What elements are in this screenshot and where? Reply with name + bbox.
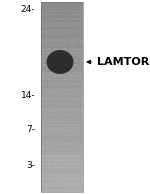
- Text: 3-: 3-: [26, 160, 35, 170]
- Text: 14-: 14-: [21, 90, 35, 100]
- Text: 7-: 7-: [26, 126, 35, 134]
- Text: 24-: 24-: [21, 5, 35, 15]
- Text: LAMTOR1: LAMTOR1: [98, 57, 150, 67]
- Ellipse shape: [46, 50, 74, 74]
- Bar: [40, 2, 82, 192]
